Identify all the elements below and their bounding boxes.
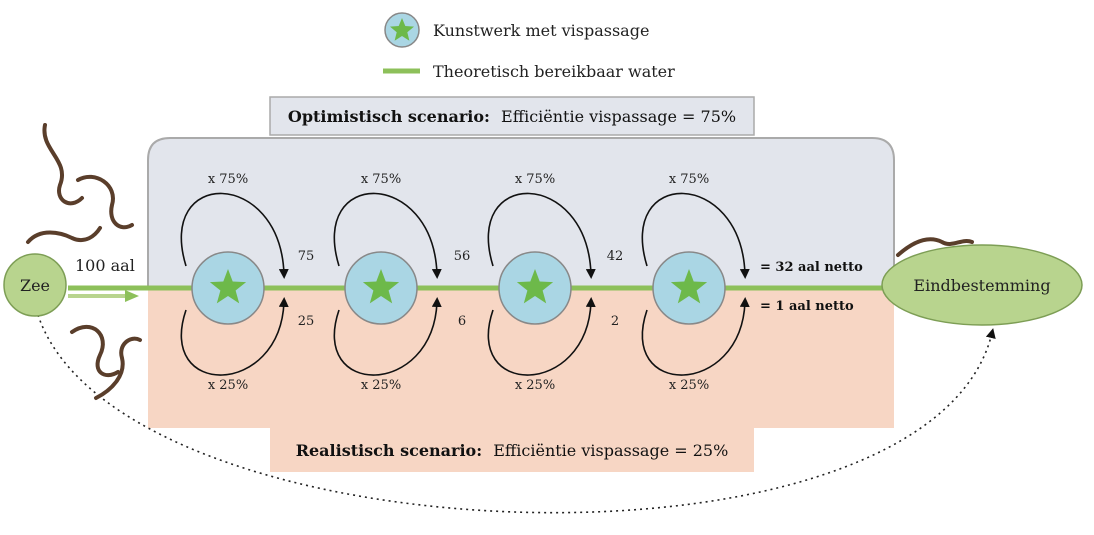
optimistic-title: Optimistisch scenario: Efficiëntie vispa… — [288, 107, 736, 126]
optimistic-loop-arrow — [333, 192, 442, 279]
realistic-title-box — [270, 428, 754, 472]
eel-icon — [76, 174, 134, 230]
realistic-result: = 1 aal netto — [760, 299, 854, 314]
flow-labels: x 75% x 25% 75 25 x 75% x 25% 56 6 x 75% x 25% 42 2… — [208, 172, 863, 393]
start-amount-label: 100 aal — [75, 256, 135, 275]
realistic-scenario-panel: Realistisch scenario: Efficiëntie vispas… — [148, 288, 894, 472]
realistic-multiplier: x 25% — [361, 378, 401, 393]
eel-icon — [42, 123, 84, 206]
realistic-multiplier: x 25% — [515, 378, 555, 393]
realistic-title: Realistisch scenario: Efficiëntie vispas… — [296, 441, 729, 460]
realistic-multiplier: x 25% — [208, 378, 248, 393]
bypass-dotted-arrow — [37, 314, 996, 514]
realistic-loop-arrow — [487, 297, 596, 376]
destination-label: Eindbestemming — [913, 276, 1050, 295]
realistic-title-rest: Efficiëntie vispassage = 25% — [493, 441, 728, 460]
realistic-loop-arrow — [333, 297, 442, 376]
realistic-value: 6 — [458, 314, 466, 329]
realistic-value: 2 — [611, 314, 619, 329]
source-node: Zee — [3, 253, 67, 317]
realistic-multiplier: x 25% — [669, 378, 709, 393]
source-label: Zee — [20, 276, 50, 295]
optimistic-title-bold: Optimistisch scenario: — [288, 107, 490, 126]
optimistic-value: 75 — [298, 249, 315, 264]
legend-water-label: Theoretisch bereikbaar water — [433, 62, 675, 81]
optimistic-loop-arrow — [641, 192, 750, 279]
optimistic-loop-arrow — [180, 192, 289, 279]
structures — [191, 251, 726, 325]
star-icon — [209, 269, 247, 304]
eel-icon — [70, 324, 120, 378]
optimistic-result: = 32 aal netto — [760, 260, 863, 275]
eels — [26, 123, 974, 400]
realistic-value: 25 — [298, 314, 315, 329]
star-icon — [516, 269, 554, 304]
eel-icon — [896, 237, 974, 257]
passage-loops — [180, 192, 750, 376]
realistic-loop-arrow — [641, 297, 750, 376]
optimistic-value: 42 — [607, 249, 624, 264]
legend: Kunstwerk met vispassage Theoretisch ber… — [383, 12, 675, 81]
destination-node: Eindbestemming — [881, 244, 1083, 326]
legend-star-icon — [390, 18, 414, 41]
optimistic-multiplier: x 75% — [515, 172, 555, 187]
star-icon — [670, 269, 708, 304]
star-icon — [362, 269, 400, 304]
realistic-loop-arrow — [180, 297, 289, 376]
legend-structure-label: Kunstwerk met vispassage — [433, 21, 649, 40]
realistic-title-bold: Realistisch scenario: — [296, 441, 482, 460]
optimistic-title-rest: Efficiëntie vispassage = 75% — [501, 107, 736, 126]
optimistic-title-box — [269, 96, 755, 136]
optimistic-loop-arrow — [487, 192, 596, 279]
optimistic-multiplier: x 75% — [361, 172, 401, 187]
optimistic-value: 56 — [454, 249, 471, 264]
eel-icon — [94, 336, 142, 400]
eel-icon — [26, 226, 102, 244]
optimistic-multiplier: x 75% — [669, 172, 709, 187]
optimistic-multiplier: x 75% — [208, 172, 248, 187]
